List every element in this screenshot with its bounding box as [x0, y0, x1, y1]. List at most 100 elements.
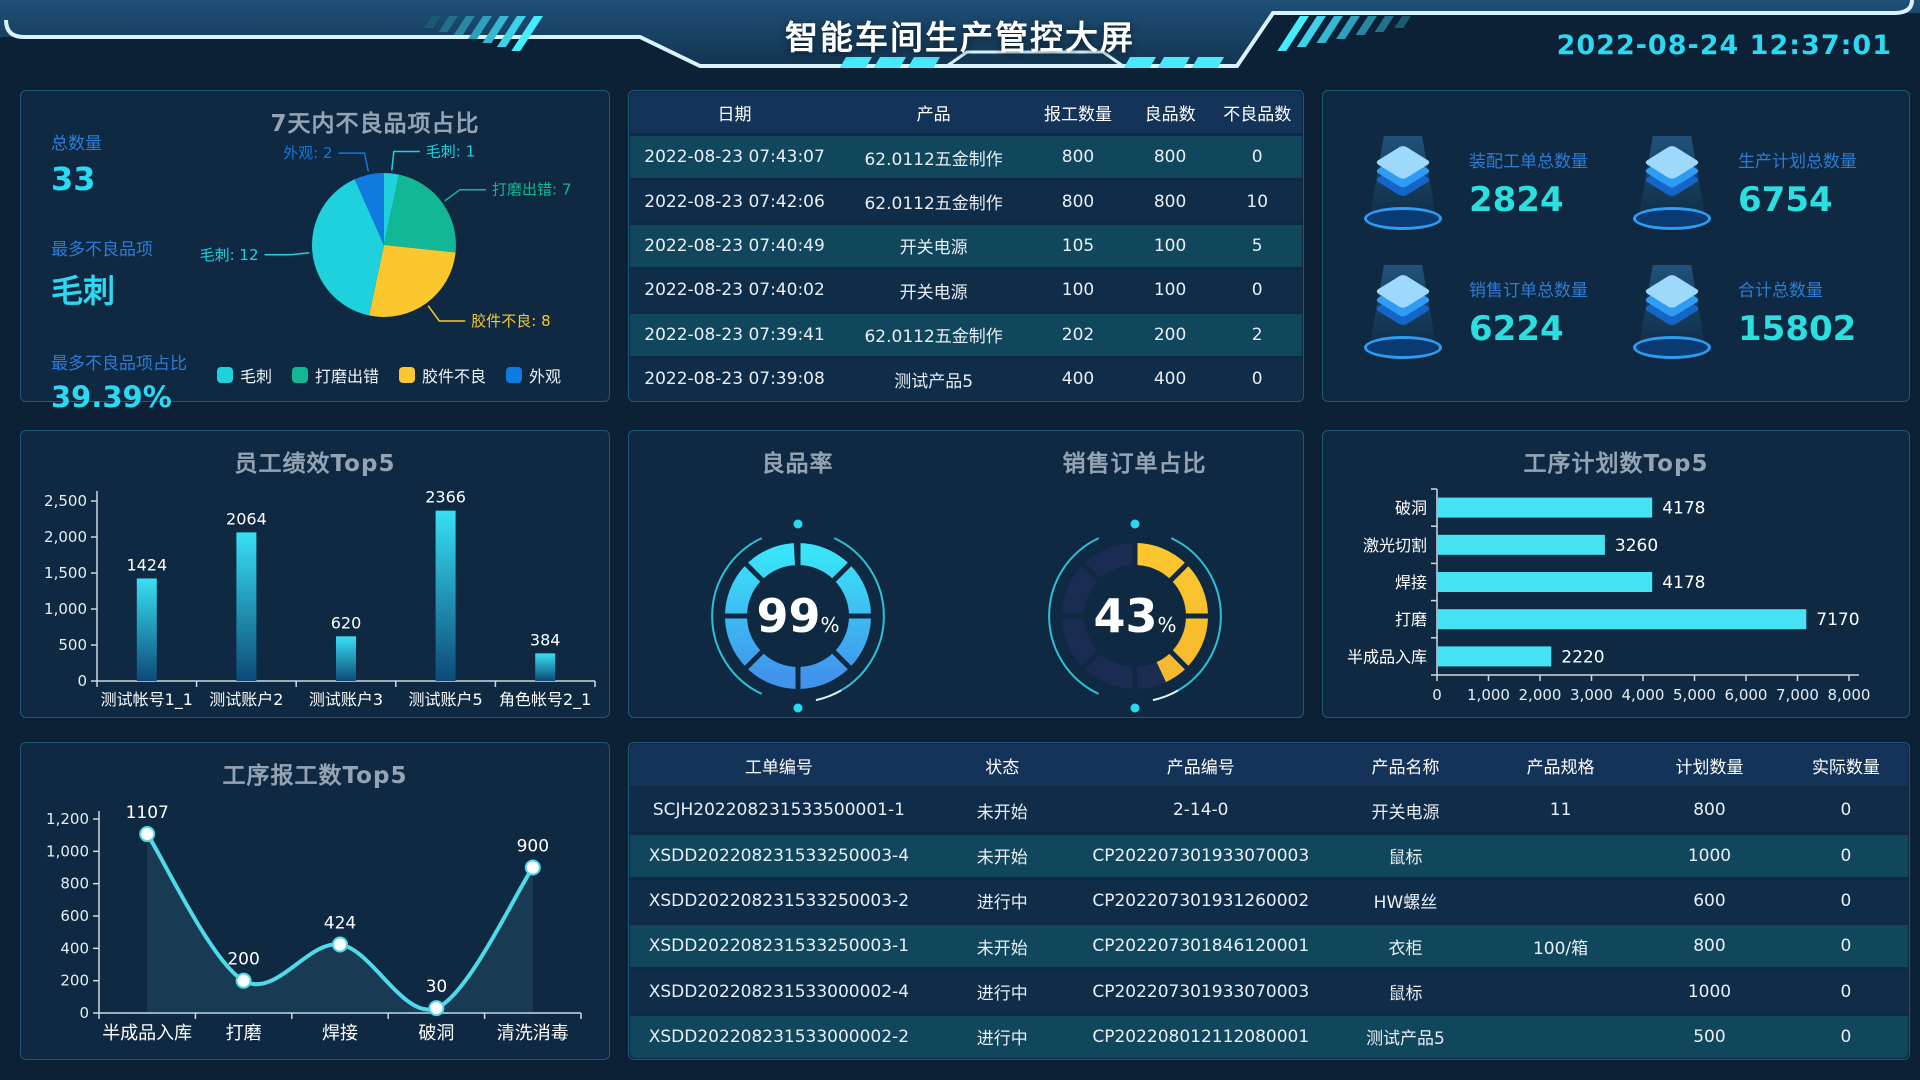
column-header: 工单编号: [744, 757, 813, 778]
table-cell: 0: [1251, 280, 1263, 301]
table-cell: 0: [1251, 369, 1263, 390]
panel-process-plan: 工序计划数Top5 0 1,000 2,000 3,000 4,000 5,000 6,00…: [1322, 430, 1910, 718]
stat-card-value: 6224: [1469, 309, 1564, 349]
table-cell: 测试产品5: [894, 371, 974, 392]
table-cell: XSDD202208231533250003-2: [648, 890, 910, 911]
table-cell: 400: [1153, 369, 1187, 390]
svg-text:3,000: 3,000: [1570, 686, 1613, 704]
legend-swatch: [291, 367, 308, 383]
defect-pie-chart[interactable]: 毛刺: 1 打磨出错: 7 胶件不良: 8 毛刺: 12 外观: 2: [169, 121, 609, 363]
svg-text:2220: 2220: [1561, 647, 1604, 667]
table-cell: 62.0112五金制作: [864, 149, 1003, 170]
column-header: 产品规格: [1526, 757, 1595, 778]
top-defect-stat: 最多不良品项 毛刺: [51, 240, 153, 310]
panel-report-table: 日期 产品 报工数量 良品数 不良品数 2022-08-23 07:43:07 62.011…: [628, 90, 1304, 402]
table-cell: 1000: [1687, 981, 1732, 1002]
svg-text:5,000: 5,000: [1673, 686, 1716, 704]
employee-bar-chart[interactable]: 0 500 1,000 1,500 2,000 2,500 1424 测试帐号1_1 2064 测…: [23, 475, 609, 719]
stat-cards: 装配工单总数量 2824 生产计划总数量 6754 销售订单总数量 6224: [1357, 119, 1895, 377]
table-cell: XSDD202208231533250003-4: [648, 845, 910, 866]
svg-text:500: 500: [58, 636, 87, 654]
table-cell: 测试产品5: [1366, 1029, 1445, 1050]
table-row: XSDD202208231533250003-1 未开始 CP20220730184…: [630, 925, 1908, 968]
panel-employee-performance: 员工绩效Top5 0 500 1,000 1,500 2,000 2,500 1424 测试帐…: [20, 430, 610, 718]
svg-text:焊接: 焊接: [1395, 573, 1427, 592]
table-cell: 100: [1061, 280, 1095, 301]
svg-text:7170: 7170: [1816, 610, 1859, 630]
table-cell: 0: [1840, 800, 1852, 821]
svg-text:384: 384: [530, 630, 561, 649]
table-cell: 0: [1251, 147, 1263, 168]
sales-ratio-title: 销售订单占比: [1062, 451, 1207, 477]
svg-text:1,500: 1,500: [44, 564, 87, 582]
svg-text:2,000: 2,000: [44, 528, 87, 546]
header-bar: 智能车间生产管控大屏 2022-08-24 12:37:01: [0, 0, 1920, 82]
table-cell: 2022-08-23 07:40:49: [644, 235, 825, 256]
table-cell: 62.0112五金制作: [864, 194, 1003, 215]
table-cell: 进行中: [976, 1029, 1028, 1050]
svg-text:半成品入库: 半成品入库: [102, 1023, 192, 1044]
layers-icon: [1357, 134, 1449, 234]
process-plan-hbar-chart[interactable]: 0 1,000 2,000 3,000 4,000 5,000 6,000 7,000 8,00…: [1325, 479, 1909, 711]
stat-card-value: 2824: [1469, 180, 1564, 220]
table-cell: 202: [1061, 324, 1095, 345]
legend-item[interactable]: 胶件不良: [399, 363, 486, 387]
table-row: XSDD202208231533250003-4 未开始 CP20220730193…: [630, 834, 1908, 877]
process-report-line-chart[interactable]: 0 200 400 600 800 1,000 1,200 1107 半成品入库 200 打磨 424…: [23, 787, 609, 1055]
svg-text:角色帐号2_1: 角色帐号2_1: [499, 690, 591, 710]
good-rate-title: 良品率: [761, 451, 834, 477]
table-cell: 0: [1840, 890, 1852, 911]
table-cell: 2022-08-23 07:40:02: [644, 280, 825, 301]
layers-icon: [1626, 263, 1718, 363]
layers-icon: [1357, 263, 1449, 363]
svg-text:1,000: 1,000: [46, 842, 89, 860]
table-cell: 鼠标: [1388, 848, 1423, 869]
column-header: 计划数量: [1675, 757, 1744, 778]
table-cell: 100: [1153, 280, 1187, 301]
svg-text:0: 0: [77, 672, 87, 690]
table-row: XSDD202208231533000002-4 进行中 CP20220730193…: [630, 970, 1908, 1013]
column-header: 良品数: [1144, 105, 1196, 126]
table-cell: 1000: [1687, 845, 1732, 866]
table-cell: 62.0112五金制作: [864, 327, 1003, 348]
table-row: 2022-08-23 07:39:41 62.0112五金制作 202 200 2: [630, 314, 1302, 356]
table-cell: 600: [1693, 890, 1726, 911]
table-cell: 衣柜: [1388, 938, 1423, 959]
table-cell: 2: [1251, 324, 1263, 345]
stat-card: 生产计划总数量 6754: [1626, 119, 1895, 248]
svg-text:打磨出错: 7: 打磨出错: 7: [492, 181, 571, 199]
legend-item[interactable]: 毛刺: [216, 363, 272, 387]
table-cell: CP202207301931260002: [1092, 890, 1310, 911]
table-cell: HW螺丝: [1373, 893, 1438, 914]
table-row: XSDD202208231533250003-2 进行中 CP20220730193…: [630, 879, 1908, 923]
svg-text:测试账户3: 测试账户3: [309, 690, 383, 709]
column-header: 产品编号: [1166, 757, 1235, 778]
stat-card-value: 15802: [1738, 309, 1857, 349]
layers-icon: [1626, 134, 1718, 234]
sales-ratio-gauge[interactable]: 43%: [1025, 512, 1245, 720]
stat-card-label: 合计总数量: [1738, 281, 1823, 301]
svg-text:200: 200: [60, 972, 89, 990]
legend-swatch: [216, 367, 233, 383]
table-cell: 鼠标: [1388, 984, 1423, 1005]
svg-text:4178: 4178: [1662, 573, 1705, 593]
table-cell: 2022-08-23 07:39:08: [644, 369, 825, 390]
column-header: 产品: [916, 105, 951, 126]
svg-text:0: 0: [79, 1004, 89, 1022]
table-cell: 5: [1251, 235, 1263, 256]
good-rate-gauge[interactable]: 99%: [688, 512, 908, 720]
svg-text:2,000: 2,000: [1519, 686, 1562, 704]
column-header: 产品名称: [1371, 757, 1440, 778]
svg-text:0: 0: [1432, 686, 1442, 704]
legend-item[interactable]: 打磨出错: [291, 363, 379, 387]
table-cell: XSDD202208231533250003-1: [648, 936, 910, 957]
table-cell: 800: [1693, 936, 1726, 957]
panel-defect-ratio: 7天内不良品项占比 总数量 33 最多不良品项 毛刺 最多不良品项占比 39.3…: [20, 90, 610, 414]
sales-ratio-gauge-box: 销售订单占比 43%: [966, 431, 1303, 717]
svg-text:1,200: 1,200: [46, 810, 89, 828]
clock: 2022-08-24 12:37:01: [1556, 30, 1892, 61]
table-cell: 2-14-0: [1172, 800, 1229, 821]
table-cell: 105: [1061, 235, 1095, 256]
legend-item[interactable]: 外观: [506, 363, 561, 387]
table-cell: 200: [1153, 324, 1187, 345]
